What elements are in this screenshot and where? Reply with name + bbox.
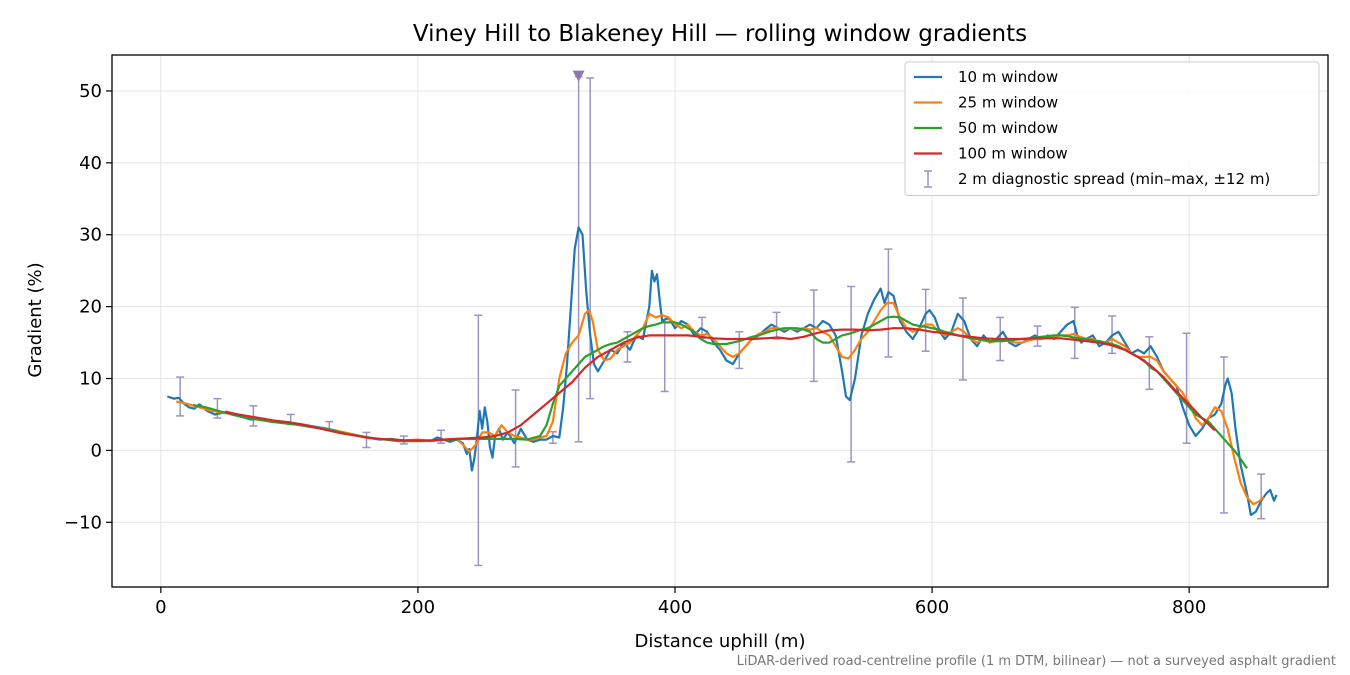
y-tick-label: 30 [79, 225, 102, 246]
y-tick-label: 20 [79, 297, 102, 318]
series-line-50-m-window [192, 315, 1248, 470]
y-tick-label: −10 [64, 512, 102, 533]
diagnostic-errorbar [847, 285, 856, 463]
x-tick-label: 800 [1172, 597, 1206, 618]
chart-title: Viney Hill to Blakeney Hill — rolling wi… [413, 21, 1027, 47]
y-tick-label: 40 [79, 153, 102, 174]
y-tick-label: 0 [91, 440, 102, 461]
diagnostic-errorbar [1219, 356, 1228, 514]
legend-label: 10 m window [958, 68, 1058, 86]
diagnostic-errorbar [1070, 306, 1079, 360]
series-line-100-m-window [224, 327, 1216, 442]
x-tick-label: 200 [401, 597, 435, 618]
y-axis-label: Gradient (%) [25, 262, 46, 377]
diagnostic-errorbar [1182, 332, 1191, 444]
x-tick-label: 0 [155, 597, 166, 618]
x-tick-label: 400 [658, 597, 692, 618]
diagnostic-errorbar [735, 331, 744, 370]
y-tick-label: 10 [79, 369, 102, 390]
diagnostic-errorbar [772, 311, 781, 340]
legend-label: 100 m window [958, 145, 1068, 163]
legend-item: 10 m window [914, 68, 1058, 86]
x-axis-label: Distance uphill (m) [635, 631, 806, 652]
plot-area [166, 75, 1278, 567]
legend-label: 50 m window [958, 119, 1058, 137]
diagnostic-errorbar [176, 376, 185, 417]
axes: 0 200 400 600 800 −10 0 10 20 30 40 50 [64, 54, 1329, 618]
footnote: LiDAR-derived road-centreline profile (1… [737, 654, 1336, 669]
x-tick-label: 600 [915, 597, 949, 618]
diagnostic-errorbar [958, 297, 967, 381]
diagnostic-errorbar [362, 431, 371, 449]
diagnostic-errorbar [1257, 473, 1266, 520]
diagnostic-errorbar [249, 405, 258, 427]
clipped-marker [572, 70, 585, 82]
diagnostic-errorbar [548, 430, 557, 444]
legend-item: 100 m window [914, 145, 1068, 163]
legend-label: 2 m diagnostic spread (min–max, ±12 m) [958, 170, 1270, 188]
legend-box [904, 61, 1320, 196]
legend: 10 m window 25 m window 50 m window 100 m w… [904, 61, 1320, 196]
y-tick-label: 50 [79, 81, 102, 102]
plot-frame [111, 54, 1329, 588]
legend-item: 50 m window [914, 119, 1058, 137]
legend-item: 2 m diagnostic spread (min–max, ±12 m) [924, 170, 1270, 188]
diagnostic-errorbar [1145, 336, 1154, 391]
legend-item: 25 m window [914, 94, 1058, 112]
diagnostic-errorbar [586, 77, 595, 400]
diagnostic-errorbar [921, 288, 930, 352]
legend-label: 25 m window [958, 94, 1058, 112]
